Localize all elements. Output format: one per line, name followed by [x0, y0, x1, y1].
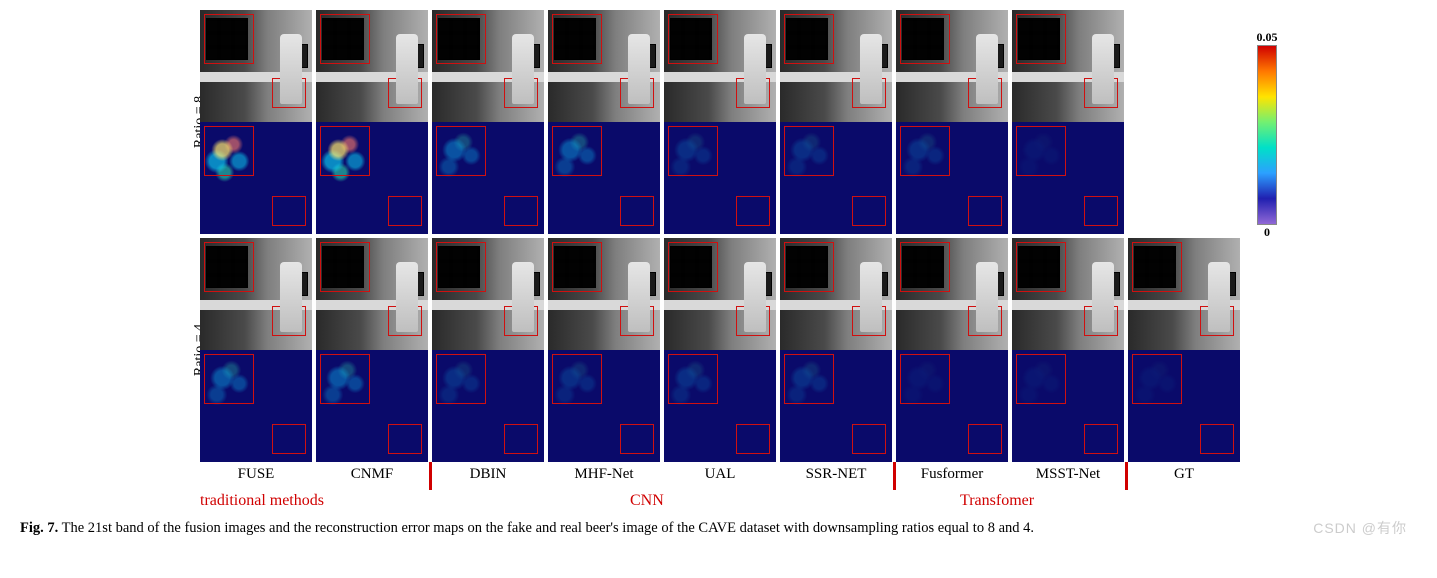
fusion-image: [200, 10, 312, 122]
grid-col: [664, 238, 776, 462]
method-label: DBIN: [432, 466, 544, 483]
grid-col: [316, 10, 428, 234]
method-label: Fusformer: [896, 466, 1008, 483]
group-annotation: traditional methods: [200, 492, 324, 510]
figure-7: Ratio = 8Ratio = 4 FUSECNMFDBINMHF-NetUA…: [20, 10, 1417, 539]
figure-caption: Fig. 7. The 21st band of the fusion imag…: [20, 519, 1417, 539]
method-label: MSST-Net: [1012, 466, 1124, 483]
grid-col: [200, 238, 312, 462]
error-map: [432, 350, 544, 462]
fusion-image: [1128, 238, 1240, 350]
grid-col: [432, 10, 544, 234]
colorbar-max: 0.05: [1257, 30, 1278, 45]
grid-row: Ratio = 4: [200, 238, 1417, 462]
group-separator: [1125, 462, 1128, 490]
error-map: [780, 350, 892, 462]
error-map: [200, 350, 312, 462]
fusion-image: [548, 10, 660, 122]
fusion-image: [1012, 238, 1124, 350]
fusion-image: [896, 10, 1008, 122]
colorbar-min: 0: [1264, 225, 1270, 240]
error-map: [1128, 350, 1240, 462]
method-label: UAL: [664, 466, 776, 483]
error-map: [1012, 350, 1124, 462]
group-annotation: CNN: [630, 492, 664, 510]
grid-col: [780, 10, 892, 234]
grid-col: [200, 10, 312, 234]
fusion-image: [200, 238, 312, 350]
method-label: FUSE: [200, 466, 312, 483]
error-map: [1012, 122, 1124, 234]
fusion-image: [1012, 10, 1124, 122]
image-grid: Ratio = 8Ratio = 4: [200, 10, 1417, 462]
fusion-image: [316, 238, 428, 350]
grid-col: [316, 238, 428, 462]
error-map: [896, 122, 1008, 234]
figure-caption-text: The 21st band of the fusion images and t…: [62, 520, 1034, 536]
error-map: [780, 122, 892, 234]
grid-col: [896, 10, 1008, 234]
fusion-image: [780, 238, 892, 350]
grid-col: [780, 238, 892, 462]
method-label: MHF-Net: [548, 466, 660, 483]
group-separator: [893, 462, 896, 490]
fusion-image: [316, 10, 428, 122]
method-label: GT: [1128, 466, 1240, 483]
method-labels-row: FUSECNMFDBINMHF-NetUALSSR-NETFusformerMS…: [200, 466, 1417, 483]
fusion-image: [664, 238, 776, 350]
error-map: [548, 350, 660, 462]
grid-col: [1012, 10, 1124, 234]
grid-col: [896, 238, 1008, 462]
group-annotation: Transfomer: [960, 492, 1034, 510]
error-map: [664, 122, 776, 234]
error-map: [548, 122, 660, 234]
colorbar: 0.05 0: [1254, 30, 1280, 240]
error-map: [316, 350, 428, 462]
group-separator: [429, 462, 432, 490]
grid-col: [664, 10, 776, 234]
fusion-image: [432, 10, 544, 122]
method-label: SSR-NET: [780, 466, 892, 483]
grid-row: Ratio = 8: [200, 10, 1417, 234]
grid-col: [548, 238, 660, 462]
grid-col: [432, 238, 544, 462]
error-map: [896, 350, 1008, 462]
error-map: [664, 350, 776, 462]
error-map: [200, 122, 312, 234]
fusion-image: [664, 10, 776, 122]
method-label: CNMF: [316, 466, 428, 483]
colorbar-gradient: [1257, 45, 1277, 225]
grid-col: [1128, 238, 1240, 462]
error-map: [432, 122, 544, 234]
fusion-image: [896, 238, 1008, 350]
figure-number: Fig. 7.: [20, 520, 58, 536]
fusion-image: [780, 10, 892, 122]
error-map: [316, 122, 428, 234]
watermark: CSDN @有你: [1313, 519, 1407, 538]
fusion-image: [432, 238, 544, 350]
fusion-image: [548, 238, 660, 350]
grid-col: [1012, 238, 1124, 462]
grid-col: [548, 10, 660, 234]
